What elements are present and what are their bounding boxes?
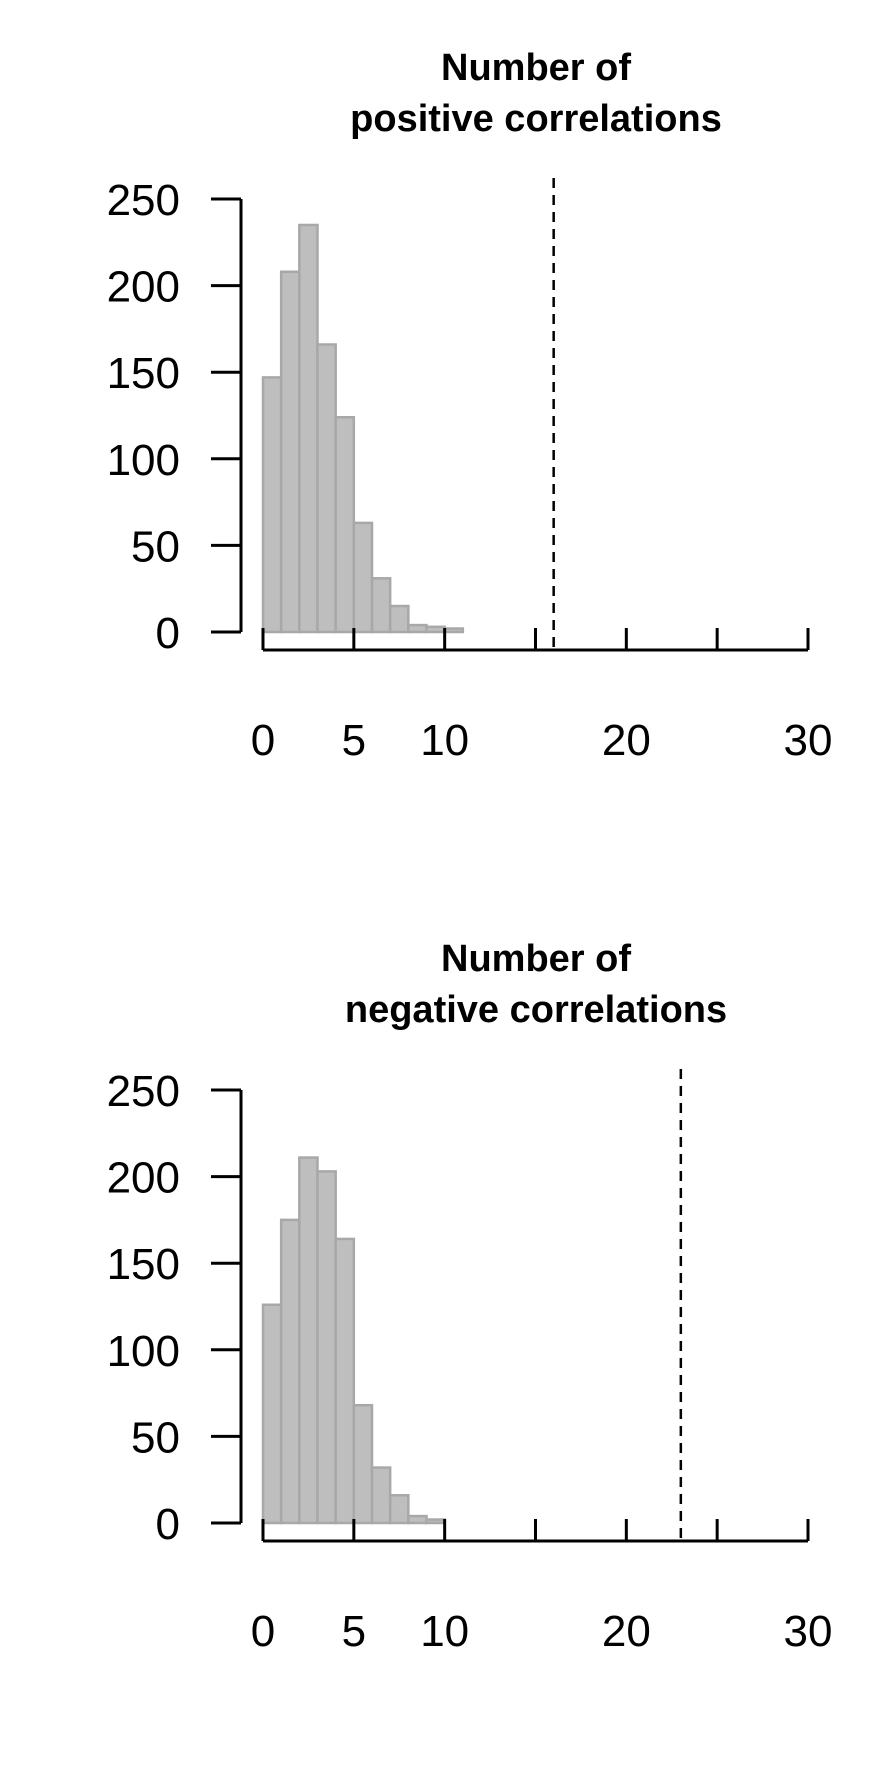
chart-title-line: negative correlations <box>345 989 727 1031</box>
histogram-bar <box>370 577 392 634</box>
histogram-bar <box>298 223 319 634</box>
histogram-bar <box>279 270 301 634</box>
y-tick-label: 200 <box>107 1154 180 1203</box>
y-tick-label: 50 <box>131 1413 180 1462</box>
y-tick-label: 50 <box>131 522 180 571</box>
histogram-bar <box>443 627 465 634</box>
chart-title-line: positive correlations <box>350 98 722 140</box>
x-tick-label: 30 <box>784 1607 833 1656</box>
x-tick-label: 5 <box>342 1607 366 1656</box>
histogram-bar <box>370 1466 392 1525</box>
x-tick-label: 0 <box>251 716 275 765</box>
histogram-bar <box>388 1494 410 1525</box>
x-tick-label: 10 <box>420 716 469 765</box>
y-tick-label: 100 <box>107 436 180 485</box>
chart-title-line: Number of <box>441 47 631 89</box>
y-tick-label: 0 <box>156 1500 180 1549</box>
x-tick-label: 20 <box>602 1607 651 1656</box>
x-tick-label: 30 <box>784 716 833 765</box>
histogram-bar <box>352 1403 374 1525</box>
histogram-bar <box>261 1303 283 1525</box>
y-tick-label: 200 <box>107 263 180 312</box>
x-tick-label: 0 <box>251 1607 275 1656</box>
x-tick-label: 10 <box>420 1607 469 1656</box>
histogram-bar <box>425 625 446 634</box>
histogram-bar <box>425 1518 446 1525</box>
y-tick-label: 0 <box>156 609 180 658</box>
histogram-bar <box>407 623 428 634</box>
histogram-bar <box>316 1170 337 1525</box>
histogram-bar <box>334 415 356 634</box>
histogram-bar <box>407 1514 428 1525</box>
histogram-bar <box>298 1156 319 1525</box>
y-tick-label: 250 <box>107 176 180 225</box>
histogram-bar <box>334 1237 356 1525</box>
x-tick-label: 20 <box>602 716 651 765</box>
y-tick-label: 150 <box>107 1240 180 1289</box>
x-tick-label: 5 <box>342 716 366 765</box>
y-tick-label: 150 <box>107 349 180 398</box>
histogram-bar <box>352 521 374 634</box>
y-tick-label: 100 <box>107 1327 180 1376</box>
histogram-bar <box>261 376 283 634</box>
histogram-bar <box>279 1218 301 1525</box>
y-tick-label: 250 <box>107 1067 180 1116</box>
histogram-bar <box>316 343 337 634</box>
histogram-bar <box>388 604 410 634</box>
chart-title-line: Number of <box>441 938 631 980</box>
